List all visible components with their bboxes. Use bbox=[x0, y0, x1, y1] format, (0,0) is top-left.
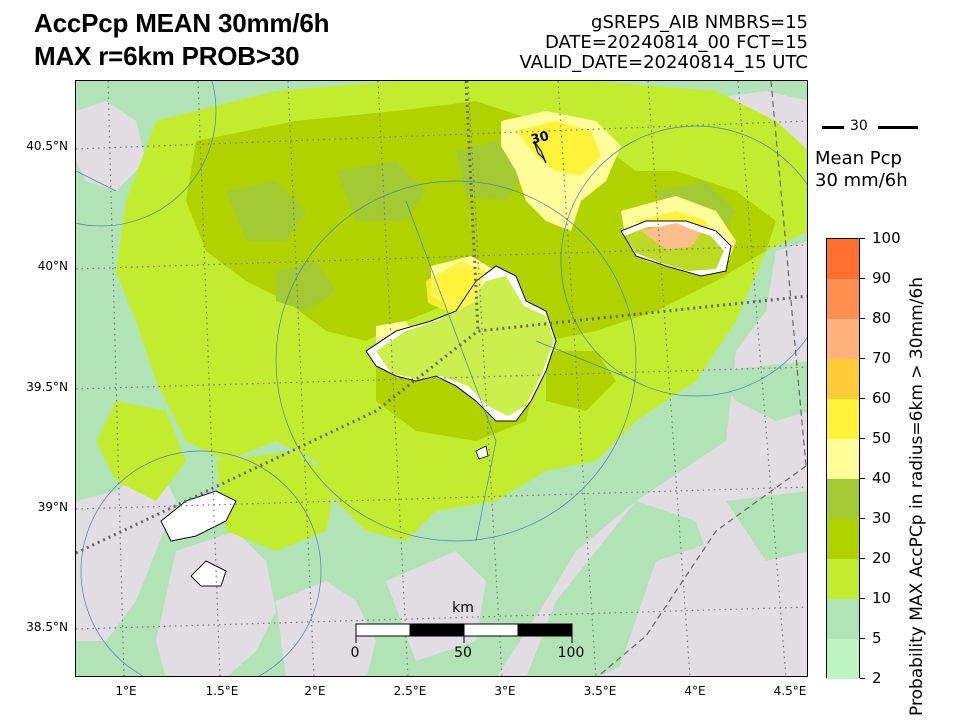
lon-label-1: 1°E bbox=[115, 684, 137, 698]
colorbar-tick-mark bbox=[860, 677, 865, 679]
dashed-boundaries bbox=[597, 81, 807, 676]
colorbar-tick-mark bbox=[860, 517, 865, 519]
colorbar-tick-label: 10 bbox=[872, 589, 892, 607]
radar-range-rings bbox=[76, 81, 807, 676]
scale-bar-unit: km bbox=[452, 600, 474, 616]
colorbar-segment bbox=[827, 239, 859, 279]
lat-label-40-5: 40.5°N bbox=[26, 139, 68, 153]
map-canvas: 30 bbox=[76, 81, 807, 676]
colorbar-label: Probability MAX AccPCp in radius=6km > 3… bbox=[907, 277, 927, 716]
run-info-line-2: DATE=20240814_00 FCT=15 bbox=[544, 32, 808, 53]
run-info-line-3: VALID_DATE=20240814_15 UTC bbox=[519, 52, 808, 73]
lat-label-39-5: 39.5°N bbox=[26, 380, 68, 394]
lon-label-4: 4°E bbox=[684, 684, 706, 698]
domain-boundaries bbox=[76, 81, 807, 555]
lat-label-40: 40°N bbox=[37, 259, 68, 273]
map-panel: 30 bbox=[75, 80, 808, 677]
colorbar-segment bbox=[827, 279, 859, 319]
colorbar-tick-mark bbox=[860, 597, 865, 599]
scale-bar bbox=[355, 623, 573, 643]
contour-legend-title-2: 30 mm/6h bbox=[815, 170, 908, 191]
colorbar-segment bbox=[827, 519, 859, 559]
lat-label-39: 39°N bbox=[37, 500, 68, 514]
lon-label-2: 2°E bbox=[304, 684, 326, 698]
colorbar-tick-mark bbox=[860, 397, 865, 399]
lon-label-1-5: 1.5°E bbox=[205, 684, 239, 698]
colorbar-tick-label: 90 bbox=[872, 269, 892, 287]
colorbar-tick-mark bbox=[860, 357, 865, 359]
colorbar-tick-mark bbox=[860, 317, 865, 319]
title-line-2: MAX r=6km PROB>30 bbox=[34, 41, 300, 71]
colorbar-segment bbox=[827, 599, 859, 639]
contour-label: 30 bbox=[529, 129, 550, 148]
colorbar-tick-mark bbox=[860, 277, 865, 279]
colorbar-tick-mark bbox=[860, 437, 865, 439]
lat-label-38-5: 38.5°N bbox=[26, 620, 68, 634]
colorbar-segment bbox=[827, 639, 859, 679]
mean-pcp-30mm-contour bbox=[533, 140, 547, 164]
colorbar-tick-label: 70 bbox=[872, 349, 892, 367]
cabrera bbox=[475, 445, 489, 460]
title-line-1: AccPcp MEAN 30mm/6h bbox=[34, 8, 330, 38]
lon-label-4-5: 4.5°E bbox=[773, 684, 807, 698]
contour-legend-title-1: Mean Pcp bbox=[815, 148, 902, 169]
colorbar bbox=[826, 238, 860, 679]
colorbar-ticks: 2 5 10 20 30 40 50 60 70 80 90 100 bbox=[860, 0, 906, 720]
scale-bar-label-100: 100 bbox=[557, 645, 585, 661]
colorbar-tick-mark bbox=[860, 557, 865, 559]
scale-bar-label-0: 0 bbox=[350, 645, 360, 661]
contour-legend-line-right bbox=[878, 126, 918, 129]
colorbar-tick-mark bbox=[860, 637, 865, 639]
contour-legend-value: 30 bbox=[850, 118, 868, 134]
contour-legend-line-left bbox=[822, 126, 844, 129]
graticule bbox=[76, 81, 807, 676]
colorbar-tick-label: 100 bbox=[872, 229, 901, 247]
colorbar-tick-mark bbox=[860, 237, 865, 239]
lon-label-3: 3°E bbox=[494, 684, 516, 698]
run-info-line-1: gSREPS_AIB NMBRS=15 bbox=[591, 12, 808, 33]
lon-label-3-5: 3.5°E bbox=[583, 684, 617, 698]
colorbar-segment bbox=[827, 559, 859, 599]
colorbar-tick-label: 60 bbox=[872, 389, 892, 407]
colorbar-segment bbox=[827, 439, 859, 479]
colorbar-tick-mark bbox=[860, 477, 865, 479]
colorbar-tick-label: 5 bbox=[872, 629, 882, 647]
colorbar-tick-label: 2 bbox=[872, 669, 882, 687]
colorbar-tick-label: 30 bbox=[872, 509, 892, 527]
colorbar-tick-label: 20 bbox=[872, 549, 892, 567]
colorbar-tick-label: 40 bbox=[872, 469, 892, 487]
scale-bar-label-50: 50 bbox=[454, 645, 472, 661]
colorbar-tick-label: 50 bbox=[872, 429, 892, 447]
colorbar-segment bbox=[827, 399, 859, 439]
colorbar-tick-label: 80 bbox=[872, 309, 892, 327]
colorbar-segment bbox=[827, 479, 859, 519]
island-prob-overlay bbox=[376, 223, 724, 416]
colorbar-segment bbox=[827, 319, 859, 359]
colorbar-segment bbox=[827, 359, 859, 399]
lon-label-2-5: 2.5°E bbox=[393, 684, 427, 698]
